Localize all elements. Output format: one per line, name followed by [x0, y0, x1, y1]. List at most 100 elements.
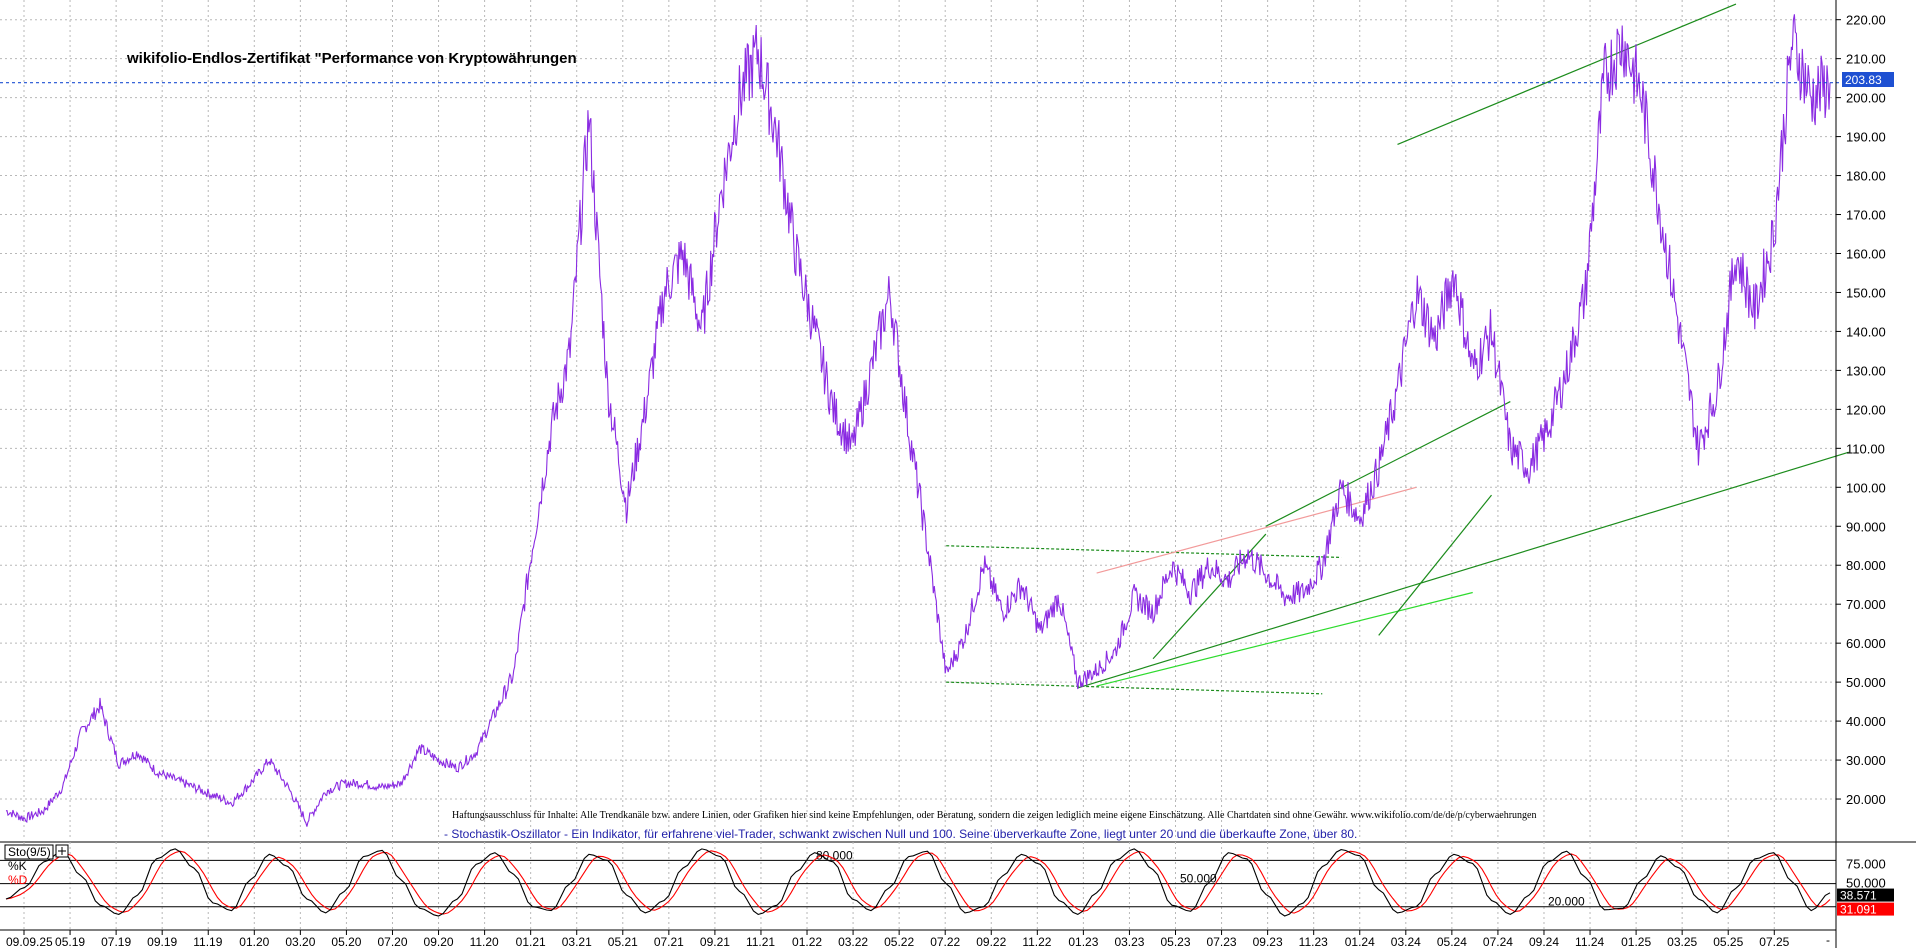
- y-tick-label: 70.000: [1846, 597, 1886, 612]
- x-axis-ticks: 09.09.25 05.19 07.19 09.19 11.19 01.20 03.20 05…: [6, 930, 1790, 948]
- trendline: [946, 681, 1323, 695]
- y-tick-label: 130.00: [1846, 363, 1886, 378]
- y-tick-label: 90.000: [1846, 519, 1886, 534]
- x-tick-label: 03.25: [1667, 935, 1697, 948]
- x-tick-label: 11.23: [1299, 935, 1328, 948]
- d-last-badge: [1837, 902, 1894, 916]
- x-tick-label: 09.21: [700, 935, 730, 948]
- y-tick-label: 180.00: [1846, 169, 1886, 184]
- x-tick-label: 01.25: [1621, 935, 1651, 948]
- x-tick-label: 07.23: [1207, 935, 1237, 948]
- x-tick-label: 01.20: [239, 935, 269, 948]
- y-tick-label: 120.00: [1846, 402, 1886, 417]
- x-tick-label: 09.19: [147, 935, 177, 948]
- x-tick-label: 07.21: [654, 935, 684, 948]
- last-value-badge: [1842, 72, 1894, 87]
- x-tick-label: 05.19: [55, 935, 85, 948]
- trendline: [1397, 3, 1737, 145]
- x-tick-label: 11.20: [470, 935, 499, 948]
- stochastic-k-line: [5, 848, 1831, 917]
- x-tick-label: 03.20: [285, 935, 315, 948]
- x-tick-label: 07.25: [1759, 935, 1789, 948]
- x-tick-label: 05.20: [331, 935, 361, 948]
- y-tick-label: 160.00: [1846, 246, 1886, 261]
- y-tick-label: 200.00: [1846, 91, 1886, 106]
- x-tick-label: 03.24: [1391, 935, 1421, 948]
- trendline: [1077, 451, 1849, 689]
- x-tick-label: 07.20: [377, 935, 407, 948]
- y-tick-label: 100.00: [1846, 480, 1886, 495]
- trendline: [1096, 486, 1417, 574]
- x-tick-label: 07.19: [101, 935, 131, 948]
- stochastic-level-label: 50.000: [1180, 872, 1217, 886]
- x-tick-label: 05.25: [1713, 935, 1743, 948]
- x-tick-label: 03.23: [1114, 935, 1144, 948]
- x-tick-label: 07.24: [1483, 935, 1513, 948]
- y-tick-label: 140.00: [1846, 324, 1886, 339]
- x-tick-label: 03.22: [838, 935, 868, 948]
- chart-title: wikifolio-Endlos-Zertifikat "Performance…: [126, 50, 577, 67]
- y-tick-label: 150.00: [1846, 285, 1886, 300]
- y-tick-label: 170.00: [1846, 208, 1886, 223]
- x-tick-label: 07.22: [930, 935, 960, 948]
- stochastic-levels: 80.000 50.000 20.000: [0, 848, 1836, 909]
- x-tick-label: 03.21: [562, 935, 592, 948]
- x-tick-label: 11.24: [1575, 935, 1604, 948]
- x-axis-scroll-glyph[interactable]: -: [1826, 933, 1830, 947]
- price-series: [5, 14, 1831, 827]
- trendlines: [946, 3, 1849, 695]
- x-tick-label: 09.09.25: [6, 935, 53, 948]
- x-tick-label: 05.22: [884, 935, 914, 948]
- stochastic-panel-label-box[interactable]: [4, 844, 54, 860]
- x-tick-label: 05.24: [1437, 935, 1467, 948]
- trendline: [1378, 494, 1492, 636]
- d-last-label: 31.091: [1840, 903, 1877, 917]
- disclaimer-text: Haftungsausschluss für Inhalte: Alle Tre…: [452, 810, 1537, 821]
- y-axis-ticks: 20.000 30.000 40.000 50.000 60.000 70.000 80.0…: [1836, 13, 1886, 807]
- x-tick-label: 09.24: [1529, 935, 1559, 948]
- x-tick-label: 05.21: [608, 935, 638, 948]
- trendline: [1096, 591, 1473, 687]
- stochastic-level-label: 20.000: [1548, 895, 1585, 909]
- trendline: [946, 545, 1342, 559]
- x-tick-label: 11.19: [193, 935, 222, 948]
- stochastic-y-label: 75.000: [1846, 856, 1886, 871]
- y-tick-label: 60.000: [1846, 636, 1886, 651]
- y-tick-label: 220.00: [1846, 13, 1886, 28]
- x-tick-label: 09.22: [976, 935, 1006, 948]
- k-last-label: 38.571: [1840, 889, 1877, 903]
- x-tick-label: 01.22: [792, 935, 822, 948]
- x-tick-label: 05.23: [1161, 935, 1191, 948]
- stochastic-y-label: 50.000: [1846, 876, 1886, 891]
- y-tick-label: 30.000: [1846, 753, 1886, 768]
- y-tick-label: 40.000: [1846, 714, 1886, 729]
- k-last-badge: [1837, 888, 1894, 902]
- price-line: [5, 14, 1831, 827]
- main-grid: [0, 0, 1836, 838]
- x-tick-label: 09.20: [424, 935, 454, 948]
- stochastic-d-line: [5, 850, 1831, 915]
- y-tick-label: 80.000: [1846, 558, 1886, 573]
- y-tick-label: 20.000: [1846, 792, 1886, 807]
- y-tick-label: 50.000: [1846, 675, 1886, 690]
- x-tick-label: 01.24: [1345, 935, 1375, 948]
- stochastic-note: - Stochastik-Oszillator - Ein Indikator,…: [444, 827, 1357, 841]
- trendline: [1265, 401, 1511, 527]
- x-tick-label: 01.23: [1068, 935, 1098, 948]
- x-tick-label: 09.23: [1253, 935, 1283, 948]
- legend-d: %D: [8, 873, 28, 887]
- stochastic-panel-label: Sto(9/5): [8, 845, 51, 859]
- y-tick-label: 190.00: [1846, 130, 1886, 145]
- x-tick-label: 11.21: [746, 935, 775, 948]
- stochastic-level-label: 80.000: [816, 848, 853, 862]
- y-tick-label: 110.00: [1846, 441, 1885, 456]
- y-tick-label: 210.00: [1846, 52, 1886, 67]
- legend-k: %K: [8, 859, 27, 873]
- x-tick-label: 11.22: [1022, 935, 1051, 948]
- trendline: [1152, 533, 1267, 660]
- stochastic-series: [5, 848, 1831, 917]
